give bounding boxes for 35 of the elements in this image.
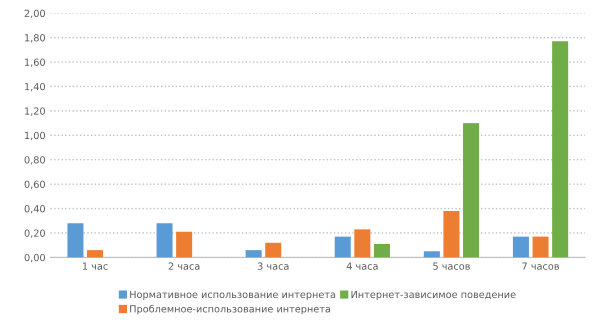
bar bbox=[156, 223, 173, 258]
bar bbox=[334, 236, 351, 258]
bar bbox=[246, 250, 262, 258]
bar bbox=[532, 236, 549, 258]
y-tick-label: 0,40 bbox=[24, 205, 45, 214]
bar bbox=[374, 244, 390, 258]
bar bbox=[87, 250, 104, 258]
bar bbox=[67, 223, 84, 258]
legend-label: Проблемное-использование интернета bbox=[130, 304, 330, 314]
y-tick-label: 1,20 bbox=[25, 107, 45, 116]
y-tick-label: 0,00 bbox=[24, 254, 45, 262]
x-tick-label: 5 часов bbox=[433, 262, 470, 270]
bar bbox=[463, 123, 480, 258]
y-tick-label: 2,00 bbox=[24, 10, 45, 18]
y-tick-label: 1,40 bbox=[25, 82, 45, 92]
bar bbox=[552, 41, 568, 258]
y-tick-label: 0,60 bbox=[24, 180, 45, 189]
y-tick-label: 1,00 bbox=[25, 132, 45, 140]
bar bbox=[443, 211, 460, 258]
y-tick-label: 1,80 bbox=[25, 34, 45, 42]
x-tick-label: 7 часов bbox=[522, 262, 559, 270]
y-tick-label: 1,60 bbox=[25, 58, 45, 67]
bar bbox=[354, 229, 370, 258]
x-tick-label: 2 часа bbox=[168, 262, 200, 270]
x-tick-label: 3 часа bbox=[258, 262, 288, 270]
x-tick-label: 4 часа bbox=[346, 262, 378, 270]
bar bbox=[176, 232, 192, 258]
bar bbox=[265, 242, 282, 258]
legend-label: Интернет-зависимое поведение bbox=[351, 290, 516, 300]
bar bbox=[424, 251, 440, 258]
y-tick-label: 0,80 bbox=[24, 156, 45, 165]
bar bbox=[512, 236, 529, 258]
legend-label: Нормативное использование интернета bbox=[130, 290, 336, 300]
y-tick-label: 0,20 bbox=[24, 229, 45, 238]
x-tick-label: 1 час bbox=[82, 262, 108, 270]
